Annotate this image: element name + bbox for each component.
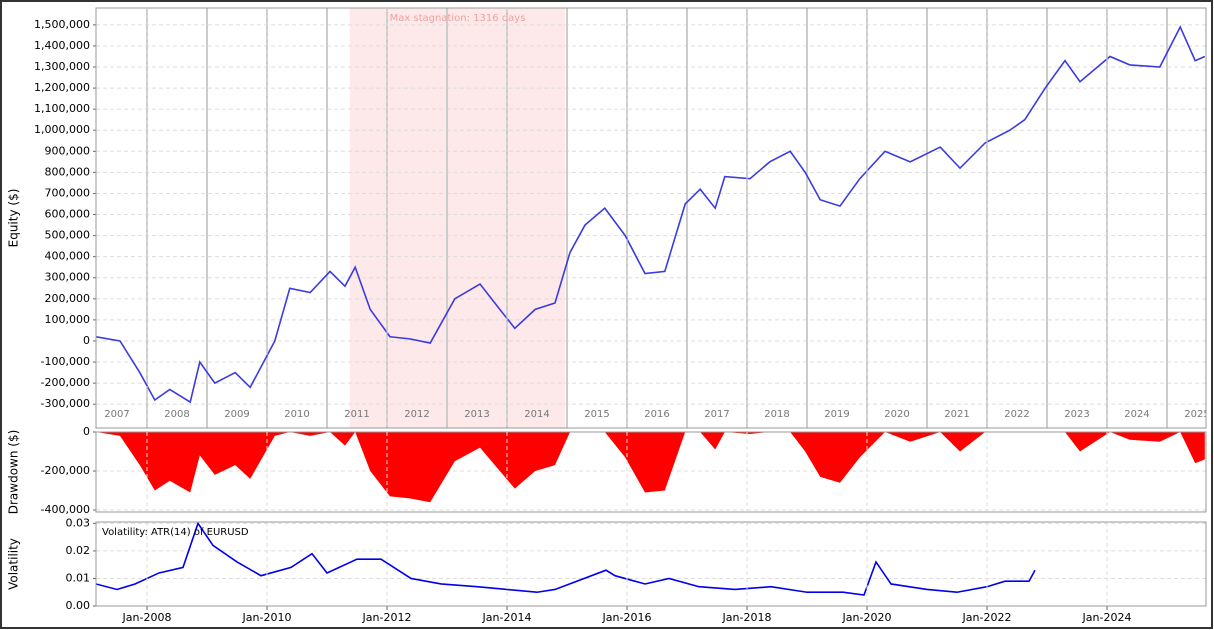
x-tick-label: Jan-2012	[362, 611, 412, 624]
y-tick-label: 0.02	[66, 544, 91, 557]
y-tick-label: 300,000	[45, 271, 91, 284]
y-axis-title: Volatility	[7, 538, 21, 590]
plot	[96, 522, 1206, 606]
year-label: 2024	[1124, 409, 1149, 420]
y-tick-label: -400,000	[41, 503, 90, 516]
y-tick-label: 1,500,000	[34, 18, 90, 31]
y-tick-label: 1,200,000	[34, 81, 90, 94]
stagnation-band	[349, 8, 566, 428]
x-tick-label: Jan-2016	[602, 611, 652, 624]
year-label: 2013	[464, 409, 489, 420]
y-tick-label: 0.01	[66, 571, 91, 584]
year-label: 2025	[1184, 409, 1209, 420]
y-tick-label: -200,000	[41, 464, 90, 477]
year-label: 2012	[404, 409, 429, 420]
year-label: 2014	[524, 409, 549, 420]
y-tick-label: 0	[83, 425, 90, 438]
y-tick-label: 400,000	[45, 250, 91, 263]
year-label: 2019	[824, 409, 849, 420]
plot-area	[96, 522, 1206, 606]
year-label: 2007	[104, 409, 129, 420]
plot-border	[95, 521, 1207, 607]
y-tick-label: 700,000	[45, 186, 91, 199]
y-tick-label: 0	[83, 334, 90, 347]
drawdown-area	[96, 432, 1205, 503]
x-tick-label: Jan-2024	[1082, 611, 1132, 624]
y-tick-label: 1,100,000	[34, 102, 90, 115]
y-tick-label: -300,000	[41, 397, 90, 410]
plot-border	[95, 7, 1207, 429]
y-tick-label: 1,300,000	[34, 60, 90, 73]
x-tick-label: Jan-2022	[962, 611, 1012, 624]
y-axis-title: Equity ($)	[7, 189, 21, 248]
y-tick-label: 100,000	[45, 313, 91, 326]
year-label: 2016	[644, 409, 669, 420]
plot	[96, 432, 1206, 511]
year-label: 2015	[584, 409, 609, 420]
year-label: 2018	[764, 409, 789, 420]
x-tick-label: Jan-2008	[122, 611, 172, 624]
plot-border	[95, 431, 1207, 513]
series-line	[96, 522, 1036, 596]
stagnation-label: Max stagnation: 1316 days	[390, 13, 526, 24]
y-tick-label: 1,400,000	[34, 39, 90, 52]
x-tick-label: Jan-2020	[842, 611, 892, 624]
year-label: 2020	[884, 409, 909, 420]
y-tick-label: 1,000,000	[34, 123, 90, 136]
y-tick-label: 0.03	[66, 516, 91, 529]
y-tick-label: 200,000	[45, 292, 91, 305]
y-tick-label: 900,000	[45, 144, 91, 157]
y-tick-label: 600,000	[45, 208, 91, 221]
x-tick-label: Jan-2014	[482, 611, 532, 624]
y-tick-label: 0.00	[66, 599, 91, 612]
year-label: 2022	[1004, 409, 1029, 420]
x-tick-label: Jan-2010	[242, 611, 292, 624]
year-label: 2017	[704, 409, 729, 420]
year-label: 2008	[164, 409, 189, 420]
y-tick-label: -100,000	[41, 355, 90, 368]
x-tick-label: Jan-2018	[722, 611, 772, 624]
year-label: 2011	[344, 409, 369, 420]
panel-annotation: Volatility: ATR(14) of EURUSD	[102, 527, 249, 538]
y-axis-title: Drawdown ($)	[7, 430, 21, 515]
y-tick-label: 500,000	[45, 229, 91, 242]
year-label: 2009	[224, 409, 249, 420]
year-label: 2023	[1064, 409, 1089, 420]
plot-area	[96, 8, 1206, 428]
year-label: 2021	[944, 409, 969, 420]
y-tick-label: -200,000	[41, 376, 90, 389]
year-label: 2010	[284, 409, 309, 420]
y-tick-label: 800,000	[45, 165, 91, 178]
series-line	[96, 25, 1206, 404]
